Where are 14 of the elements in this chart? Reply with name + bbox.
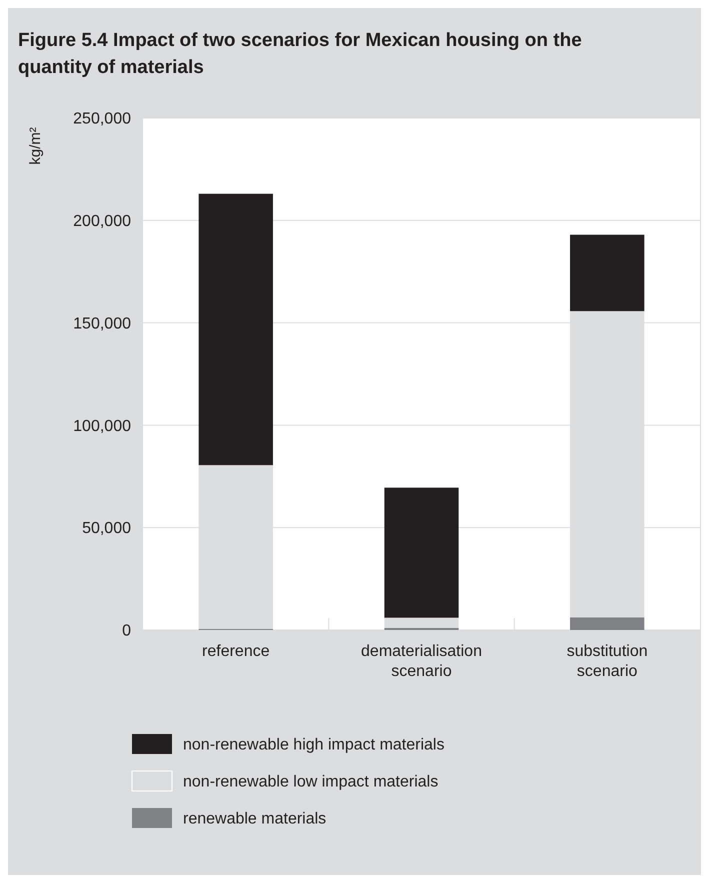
legend-label: non-renewable low impact materials xyxy=(183,774,438,791)
legend-label: non-renewable high impact materials xyxy=(183,736,444,754)
x-tick-label: substitution scenario xyxy=(566,643,648,680)
y-tick-label: 150,000 xyxy=(73,315,132,332)
y-tick-label: 0 xyxy=(122,622,132,640)
y-tick-label: 100,000 xyxy=(73,418,132,435)
chart-title: Figure 5.4 Impact of two scenarios for Mexican housing on the quantity of materials xyxy=(18,30,582,78)
x-tick-label: reference xyxy=(202,643,270,660)
x-tick-label: dematerialisation scenario xyxy=(361,643,482,680)
y-tick-label: 50,000 xyxy=(82,520,132,538)
legend-label: renewable materials xyxy=(183,810,326,828)
y-tick-label: 250,000 xyxy=(73,110,132,128)
y-tick-label: 200,000 xyxy=(73,213,132,230)
y-axis-title: kg/m² xyxy=(27,127,44,165)
